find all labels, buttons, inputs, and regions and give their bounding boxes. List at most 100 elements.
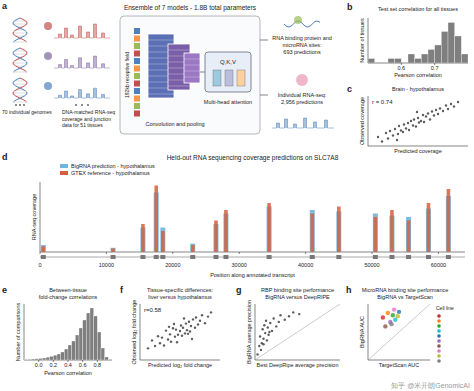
label: RNA binding protein and [272, 35, 332, 41]
legend-swatch [437, 339, 441, 343]
point [397, 133, 399, 135]
label: coverage and junction [62, 116, 111, 122]
point [398, 125, 400, 127]
coverage-bar [374, 217, 378, 252]
protein-icon [294, 16, 302, 24]
point [420, 120, 422, 122]
coverage-bar [191, 245, 195, 252]
point [392, 307, 396, 311]
exon-block [41, 255, 46, 259]
coverage-bar [406, 217, 411, 252]
tick-label: 50000 [364, 262, 379, 268]
axis-label: TargetScan AUC [379, 362, 420, 368]
tick-label: 60000 [431, 262, 446, 268]
point [159, 342, 161, 344]
point [400, 129, 402, 131]
point [201, 314, 203, 316]
exon-block [406, 255, 411, 259]
point [389, 130, 391, 132]
point [298, 313, 300, 315]
x-tick [106, 252, 107, 254]
panel-label: g [236, 285, 242, 295]
point [392, 134, 394, 136]
tissue-icon [44, 82, 52, 90]
point [431, 110, 433, 112]
point [410, 120, 412, 122]
point [175, 328, 177, 330]
point [396, 314, 400, 318]
plot-area [41, 186, 451, 253]
helix-rung [13, 33, 27, 34]
label: data for 51 tissues [62, 122, 103, 128]
point [415, 125, 417, 127]
title: Test set correlation for all tissues [378, 6, 458, 12]
point [447, 108, 449, 110]
tissue-icon [44, 22, 52, 30]
one-hot-cell [134, 51, 140, 57]
point [189, 330, 191, 332]
conv-grid [184, 77, 200, 78]
bar [46, 357, 50, 360]
x-axis [368, 146, 468, 147]
tick-label: 0.4 [64, 362, 72, 368]
point [403, 123, 405, 125]
point [386, 311, 390, 315]
annotation: r=0.58 [144, 307, 162, 313]
label: DNA-matched RNA-seq [62, 109, 115, 115]
exon-block [213, 255, 218, 259]
point [442, 110, 444, 112]
coverage-bar [267, 203, 271, 252]
axis-label: Observed log₂ fold change [131, 300, 137, 365]
tick-label: 0.6 [398, 65, 406, 71]
arrow [200, 72, 205, 73]
point [394, 128, 396, 130]
point [416, 111, 418, 113]
coverage-bar [390, 210, 394, 252]
coverage-bar [310, 214, 314, 253]
bar [90, 308, 94, 360]
helix-rung [13, 54, 26, 55]
conv-grid [168, 86, 190, 87]
helix-rung [13, 42, 26, 43]
bar [101, 348, 105, 360]
ellipsis-dot [75, 104, 77, 106]
x-tick [305, 252, 306, 254]
point [279, 314, 281, 316]
coverage-bar [224, 210, 228, 252]
tick-label: 0.8 [94, 362, 102, 368]
point [165, 329, 167, 331]
arrow [260, 95, 268, 96]
title: MicroRNA binding site performance [362, 287, 449, 293]
point [262, 338, 264, 340]
point [258, 345, 260, 347]
panel-label: f [120, 285, 124, 295]
conv-block [184, 53, 200, 83]
ellipsis-dot [81, 104, 83, 106]
tick-label: 0.0 [35, 362, 43, 368]
legend-swatch [437, 314, 441, 318]
point [268, 331, 270, 333]
point [284, 318, 286, 320]
coverage-bar [141, 224, 145, 252]
bar [53, 355, 57, 360]
point [199, 320, 201, 322]
coverage-bar [427, 203, 431, 252]
point [179, 330, 181, 332]
point [417, 117, 419, 119]
tick-label: 0.2 [50, 362, 58, 368]
helix-strand [13, 78, 27, 102]
helix-rung [13, 102, 26, 103]
title: liver versus hypothalamus [148, 294, 212, 300]
point [383, 324, 387, 328]
bar [42, 358, 46, 360]
point [266, 339, 268, 341]
tick-label: 20000 [165, 262, 180, 268]
point [292, 311, 294, 313]
bar [455, 36, 462, 63]
bar [75, 335, 79, 360]
helix-rung [13, 93, 27, 94]
legend-swatch [437, 329, 441, 333]
coverage-track [54, 24, 110, 38]
attention-head [213, 70, 221, 86]
point [397, 310, 401, 314]
